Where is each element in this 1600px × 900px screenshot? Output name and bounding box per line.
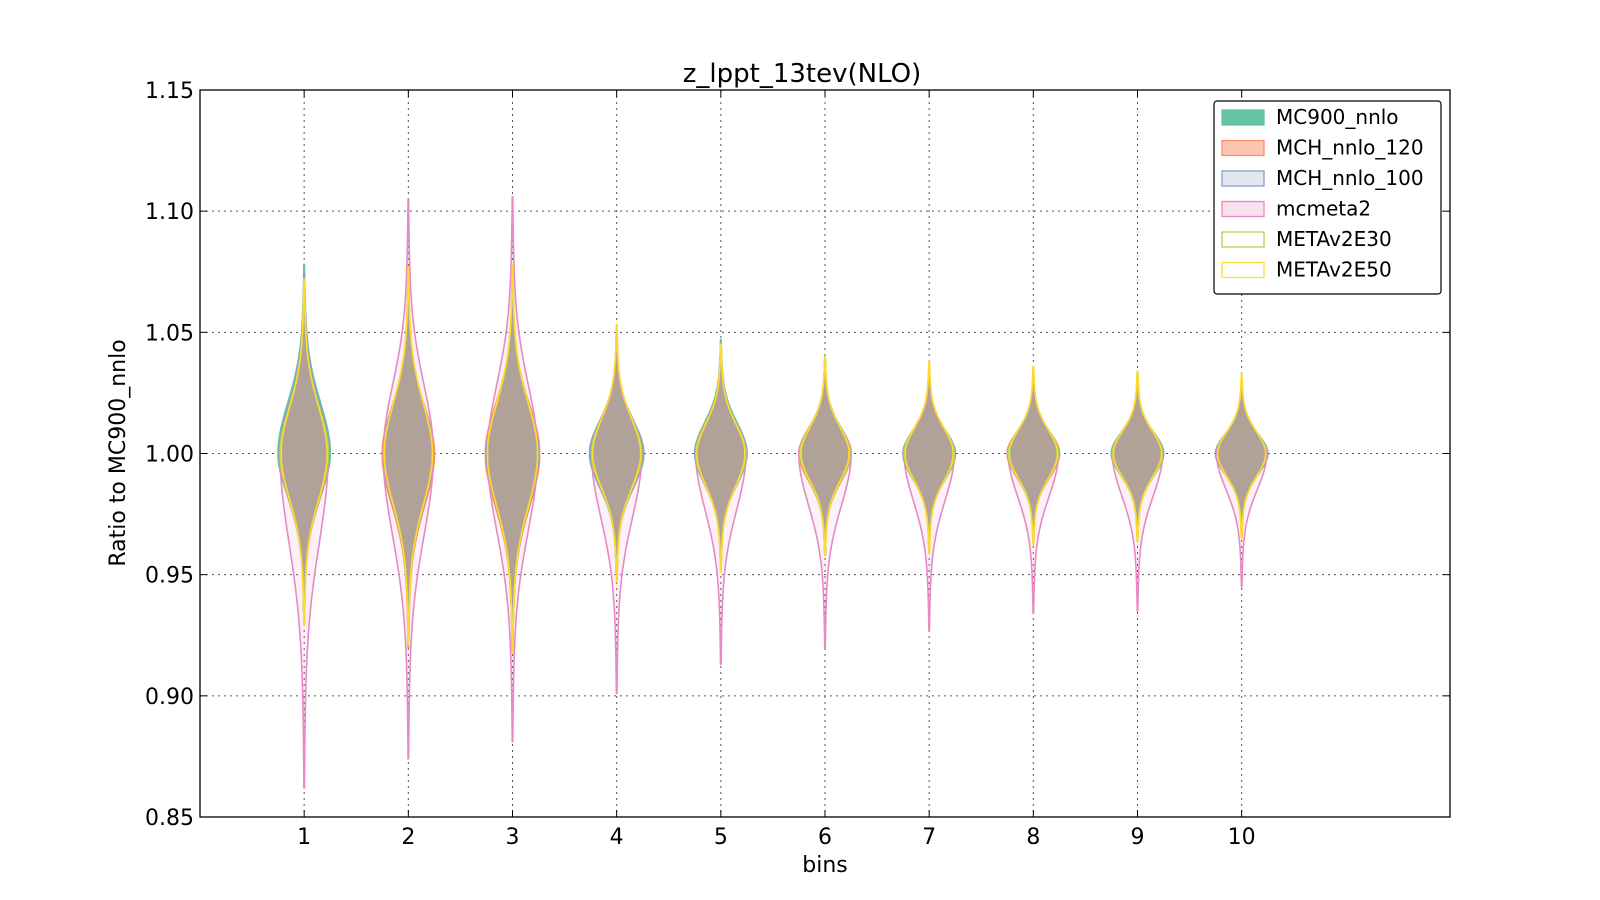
legend-swatch — [1221, 109, 1265, 126]
violin-shape — [383, 266, 434, 646]
violin-shape — [1008, 365, 1059, 547]
x-tick-label: 2 — [401, 825, 415, 850]
y-tick-label: 1.15 — [145, 79, 194, 104]
violin-shape — [1112, 370, 1163, 542]
legend-swatch — [1221, 231, 1265, 248]
y-tick-label: 1.10 — [145, 200, 194, 225]
legend-label: METAv2E50 — [1276, 258, 1392, 282]
violin-shape — [904, 360, 954, 554]
violin-shape — [486, 195, 539, 743]
chart-title: z_lppt_13tev(NLO) — [683, 59, 922, 89]
legend-swatch — [1221, 261, 1265, 279]
x-tick-label: 6 — [818, 825, 832, 850]
legend-label: MCH_nnlo_120 — [1276, 136, 1424, 160]
violin-series — [279, 195, 1268, 789]
violin-shape — [1216, 372, 1267, 540]
legend: MC900_nnlo MCH_nnlo_120 MCH_nnlo_100mcmeta… — [1213, 100, 1442, 295]
y-tick-label: 0.90 — [145, 685, 194, 710]
violin-shape — [486, 263, 539, 654]
y-tick-label: 0.85 — [145, 806, 194, 831]
y-tick-label: 1.05 — [145, 321, 194, 346]
x-tick-label: 9 — [1131, 825, 1145, 850]
x-tick-label: 8 — [1026, 825, 1040, 850]
violin-shape — [382, 198, 435, 760]
violins — [277, 195, 1269, 789]
legend-frame — [1213, 100, 1442, 295]
x-tick-label: 3 — [506, 825, 520, 850]
x-axis-label: bins — [802, 853, 847, 878]
y-tick-label: 0.95 — [145, 564, 194, 589]
x-tick-label: 4 — [610, 825, 624, 850]
legend-swatch — [1221, 170, 1265, 187]
legend-label: METAv2E30 — [1276, 227, 1392, 251]
legend-label: MCH_nnlo_100 — [1276, 166, 1424, 190]
legend-label: MC900_nnlo — [1276, 105, 1399, 129]
x-tick-label: 1 — [297, 825, 311, 850]
x-tick-label: 5 — [714, 825, 728, 850]
violin-series — [280, 263, 1267, 654]
x-tick-label: 7 — [922, 825, 936, 850]
violin-shape — [696, 343, 746, 574]
legend-label: mcmeta2 — [1276, 197, 1371, 221]
violin-shape — [800, 355, 850, 557]
y-axis-label: Ratio to MC900_nnlo — [106, 339, 131, 566]
legend-swatch — [1221, 200, 1265, 218]
legend-swatch — [1221, 139, 1265, 157]
violin-shape — [280, 278, 328, 627]
x-tick-label: 10 — [1228, 825, 1256, 850]
violin-shape — [591, 324, 642, 583]
y-tick-label: 1.00 — [145, 443, 194, 468]
axis-ticks: 1 2 3 4 5 6 7 8 9 10 0.85 0.90 0.95 1.00 1.05 1.10 1.15 — [145, 79, 1450, 850]
